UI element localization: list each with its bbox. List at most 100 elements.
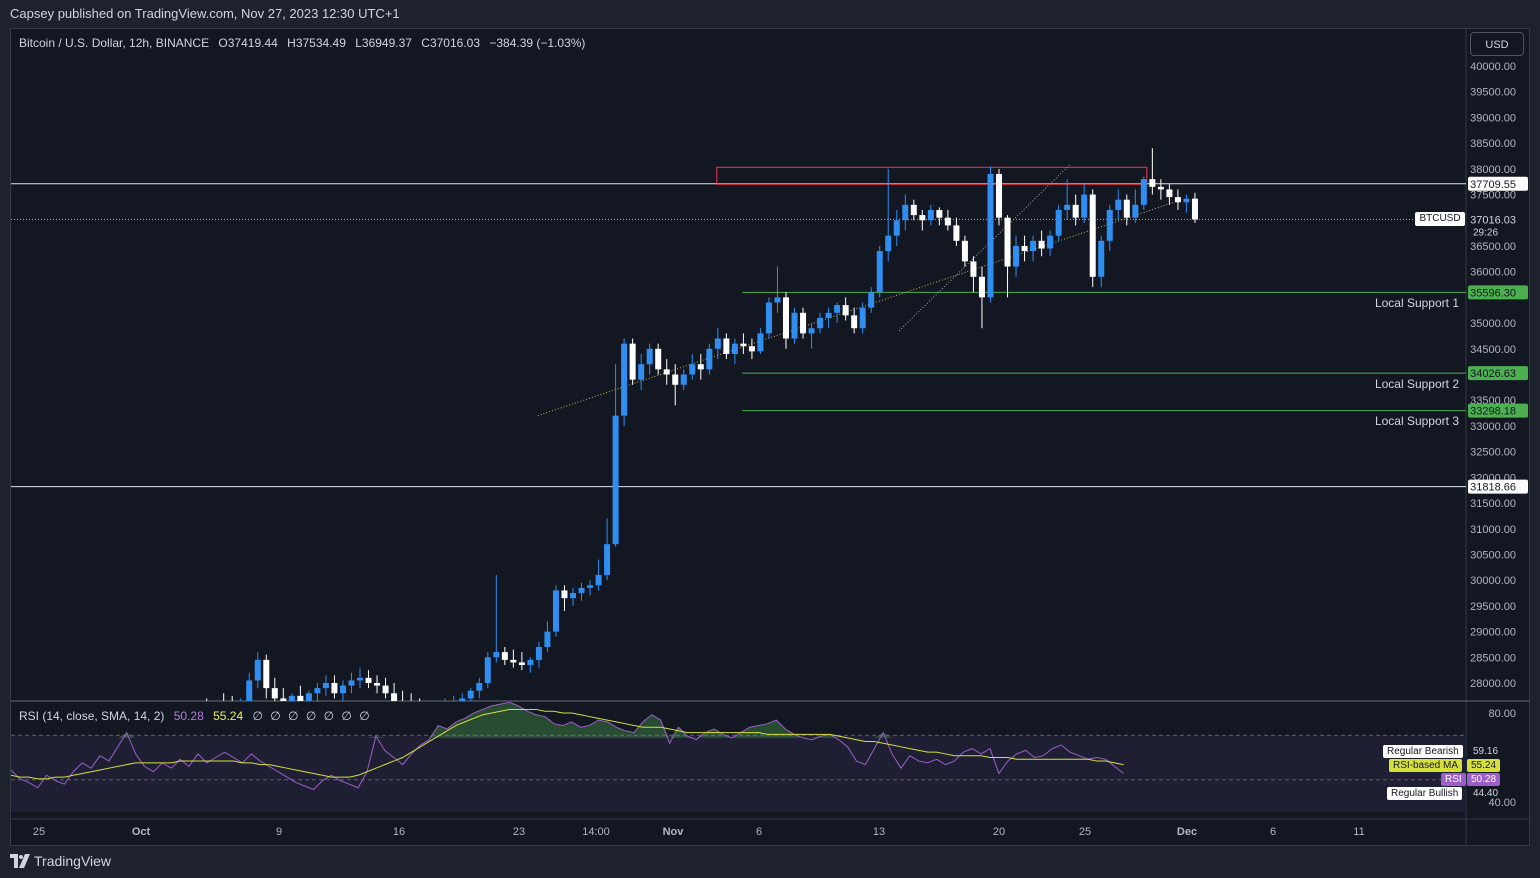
candle-body [1013, 245, 1020, 267]
chart-frame[interactable]: 40000.00 39500.00 39000.00 38500.00 38000.00… [10, 28, 1530, 846]
candle-body [1072, 204, 1079, 218]
candle-body [697, 364, 704, 370]
price-label-box [1468, 479, 1528, 494]
change-value: −384.39 (−1.03%) [489, 36, 586, 50]
candle-body [587, 585, 594, 588]
price-chart[interactable]: 40000.00 39500.00 39000.00 38500.00 38000.00… [11, 29, 1530, 846]
candle-body [280, 698, 287, 701]
candle-body [612, 415, 619, 545]
price-tick-label: 28000.00 [1470, 678, 1516, 690]
candle-body [1081, 194, 1088, 218]
candle-body [518, 662, 525, 666]
candle-body [902, 204, 909, 221]
candle-body [348, 680, 355, 686]
candle-body [893, 220, 900, 236]
candle-body [501, 652, 508, 660]
candle-body [322, 683, 329, 689]
candle-body [714, 338, 721, 349]
price-label-text: 37709.55 [1470, 179, 1516, 191]
candle-body [1055, 209, 1062, 236]
candle-body [1064, 204, 1071, 210]
candle-body [425, 711, 431, 714]
currency-selector[interactable]: USD [1470, 32, 1524, 56]
candle-body [246, 680, 253, 701]
rsi-legend: RSI (14, close, SMA, 14, 2) 50.28 55.24 … [19, 709, 372, 723]
high-value: H37534.49 [287, 36, 346, 50]
candle-body [1098, 240, 1105, 277]
candle-body [1149, 179, 1156, 187]
price-label-box [1468, 176, 1528, 191]
candle-body [1191, 198, 1198, 220]
candles-group [206, 148, 1198, 714]
candle-body [1115, 199, 1122, 210]
candle-body [731, 343, 738, 354]
tradingview-footer[interactable]: TradingView [10, 850, 111, 872]
candle-body [723, 338, 730, 354]
candle-body [655, 348, 662, 370]
candle-body [953, 225, 960, 241]
trendline [537, 201, 1175, 417]
candle-body [1030, 240, 1037, 252]
candle-body [493, 652, 500, 658]
candle-body [288, 695, 295, 701]
candle-body [1047, 235, 1054, 249]
candle-body [1157, 186, 1164, 190]
price-tick-label: 30000.00 [1470, 575, 1516, 587]
candle-body [1021, 245, 1028, 252]
time-tick-label: 9 [276, 826, 282, 838]
rsi-group [11, 702, 1124, 791]
regular-bullish-tag: Regular Bullish [1387, 787, 1463, 800]
candle-body [254, 659, 261, 681]
candle-body [1132, 204, 1139, 218]
candle-body [783, 297, 789, 339]
candle-body [1166, 189, 1173, 198]
rsi-label: RSI (14, close, SMA, 14, 2) [19, 709, 165, 723]
candle-body [621, 343, 628, 416]
candle-body [1004, 217, 1011, 267]
resistance-zone [716, 166, 1148, 185]
publish-header: Capsey published on TradingView.com, Nov… [10, 6, 400, 21]
candle-body [382, 685, 389, 694]
candle-body [978, 276, 985, 298]
low-value: L36949.37 [355, 36, 412, 50]
time-tick-label: 14:00 [582, 826, 610, 838]
rsi-line [11, 702, 1124, 791]
candle-body [237, 700, 244, 701]
price-label-text: 31818.66 [1470, 482, 1516, 494]
rsi-ma-line [11, 708, 1124, 780]
time-tick-label: 16 [393, 826, 405, 838]
rsi-tag-value: 50.28 [1467, 773, 1501, 786]
rsi-tag: RSI [1441, 773, 1466, 786]
candle-body [638, 364, 645, 380]
candle-body [970, 261, 977, 277]
candle-body [595, 575, 602, 586]
candle-body [757, 333, 764, 352]
candle-body [1174, 197, 1181, 203]
time-tick-label: 23 [513, 826, 525, 838]
candle-body [399, 700, 406, 701]
rsi-tick-label: 80.00 [1488, 708, 1516, 720]
candle-body [868, 292, 875, 308]
candle-body [221, 704, 227, 707]
candle-body [919, 215, 926, 221]
candle-body [859, 307, 866, 329]
candle-body [1183, 198, 1190, 203]
price-tick-label: 39000.00 [1470, 112, 1516, 124]
candle-body [842, 305, 849, 316]
candle-body [851, 315, 858, 329]
rsi-tick-label: 40.00 [1488, 797, 1516, 809]
candle-body [374, 683, 381, 686]
time-tick-label: 6 [756, 826, 762, 838]
rsi-ma-tag-value: 55.24 [1467, 759, 1501, 772]
tradingview-brand: TradingView [34, 853, 112, 869]
symbol-legend: Bitcoin / U.S. Dollar, 12h, BINANCE O374… [19, 36, 585, 50]
rsi-overbought-fill [11, 702, 1124, 738]
candle-body [331, 683, 338, 694]
regular-bearish-value: 59.16 [1473, 746, 1499, 757]
candle-body [765, 302, 772, 334]
candle-body [876, 251, 883, 293]
candle-body [1038, 240, 1045, 249]
candle-body [996, 173, 1002, 218]
candle-body [987, 173, 994, 298]
candle-body [408, 704, 414, 709]
